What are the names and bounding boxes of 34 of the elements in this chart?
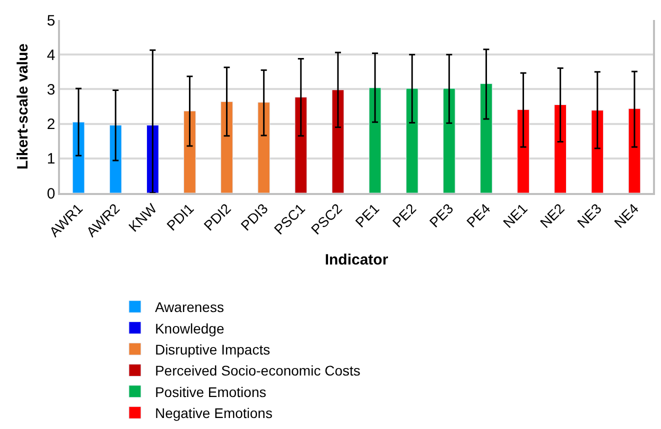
x-tick-label: PE2 [389,200,420,230]
bar [442,88,456,193]
legend-label: Disruptive Impacts [154,341,270,358]
x-tick-label: PE1 [352,200,382,230]
bar [480,83,492,193]
x-axis-title: Indicator [324,251,388,268]
legend-label: Awareness [154,299,224,316]
y-tick-label: 3 [46,81,56,98]
x-tick-label: NE1 [500,200,530,231]
bar [368,88,382,193]
bar [184,110,196,193]
legend-label: Negative Emotions [154,405,272,422]
y-tick-label: 5 [46,12,56,30]
bar [332,90,344,193]
bar [72,122,85,193]
bar [294,96,308,193]
bar [628,108,641,193]
y-tick-label: 2 [46,116,56,134]
bar [406,88,418,193]
y-tick-label: 0 [46,185,56,202]
y-tick-label: 1 [46,150,56,168]
y-axis-title: Likert-scale value [14,44,32,170]
legend-label: Perceived Socio-economic Costs [154,362,360,379]
bar [517,109,530,193]
y-tick-label: 4 [46,46,56,64]
bar [220,101,233,193]
bar [554,104,567,193]
legend-label: Knowledge [154,320,224,336]
bar [258,102,270,193]
bar [591,110,604,193]
legend-label: Positive Emotions [154,384,266,400]
bar [109,124,122,193]
x-tick-label: PE3 [426,200,456,230]
x-tick-label: PE4 [463,200,494,230]
